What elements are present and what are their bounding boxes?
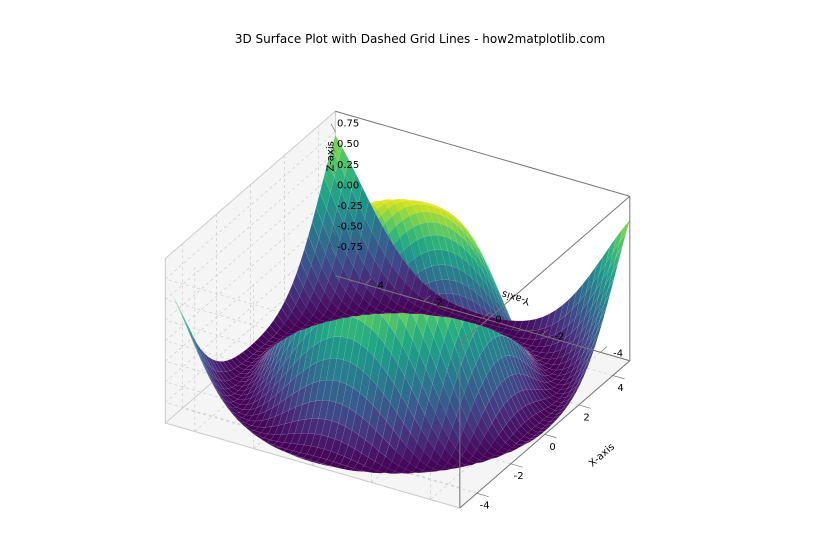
- svg-text:-2: -2: [554, 331, 564, 342]
- svg-text:0: 0: [549, 442, 555, 453]
- svg-text:-0.75: -0.75: [337, 242, 363, 253]
- svg-text:0: 0: [495, 314, 501, 325]
- svg-text:0.50: 0.50: [337, 139, 359, 150]
- svg-text:Z-axis: Z-axis: [325, 141, 336, 171]
- svg-text:0.00: 0.00: [337, 180, 359, 191]
- svg-text:-0.50: -0.50: [337, 221, 363, 232]
- svg-text:0.75: 0.75: [337, 119, 359, 130]
- svg-text:-0.25: -0.25: [337, 201, 363, 212]
- svg-text:2: 2: [583, 412, 589, 423]
- svg-text:X-axis: X-axis: [587, 442, 617, 470]
- svg-text:0.25: 0.25: [337, 160, 359, 171]
- svg-text:-2: -2: [514, 471, 524, 482]
- svg-text:-4: -4: [613, 348, 623, 359]
- svg-text:-4: -4: [480, 501, 490, 512]
- svg-text:2: 2: [437, 297, 443, 308]
- chart-title: 3D Surface Plot with Dashed Grid Lines -…: [0, 32, 840, 46]
- svg-text:4: 4: [617, 383, 623, 394]
- surface-plot: -4 -2 0 2 4 -4 -2 0 2 4 -0.75 -0.50 -0.25 0.00 0.25 0.5…: [140, 60, 700, 540]
- svg-text:4: 4: [378, 280, 384, 291]
